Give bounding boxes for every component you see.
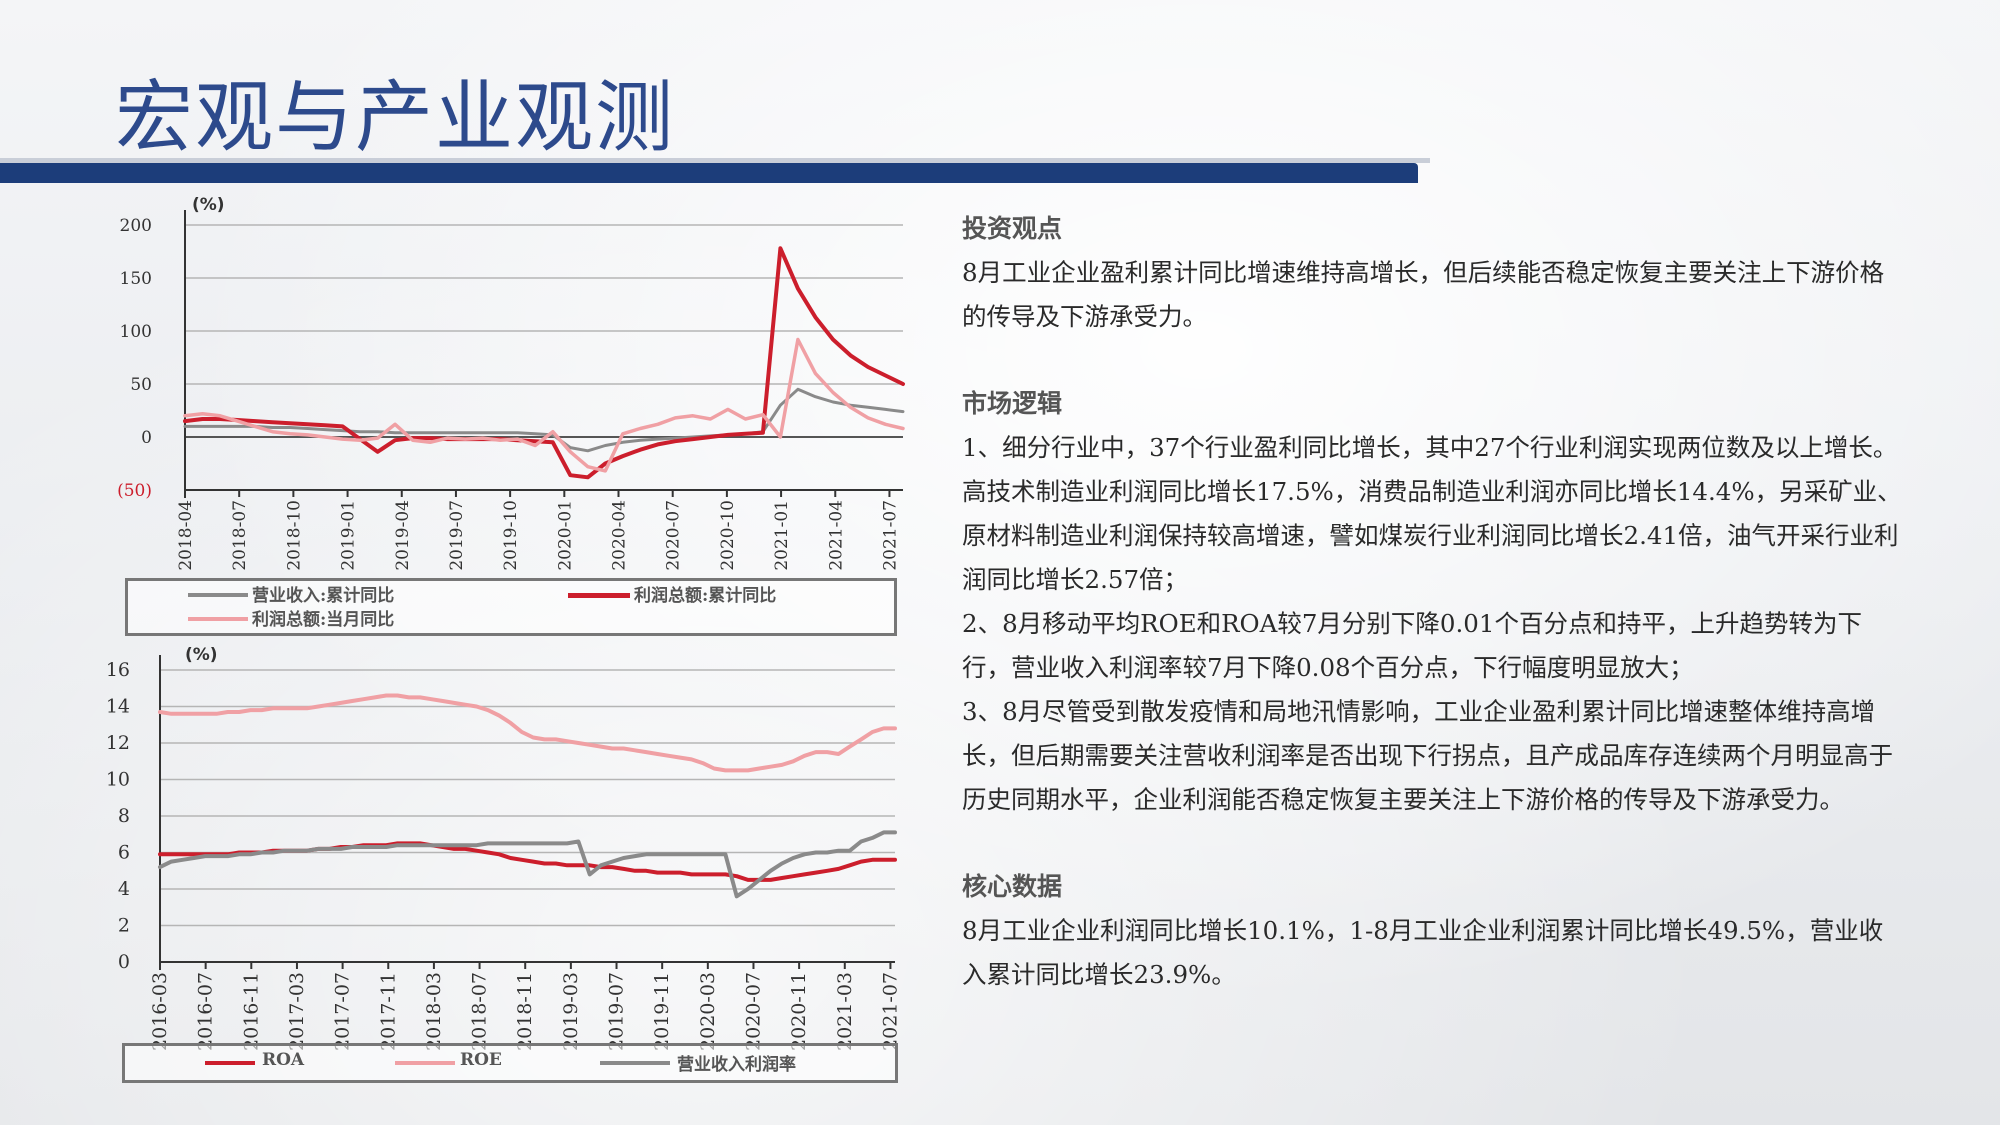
x-tick-label: 2018-11 (514, 972, 536, 1051)
x-tick-label: 2020-11 (788, 972, 810, 1051)
legend-swatch-profit-month (188, 617, 248, 621)
market-logic-point-2: 2、8月移动平均ROE和ROA较7月分别下降0.01个百分点和持平，上升趋势转为… (962, 609, 1862, 682)
legend-swatch-profit-cum (568, 593, 630, 598)
x-tick-label: 2019-04 (393, 500, 413, 571)
y-tick-label: 12 (106, 732, 130, 754)
y-tick-label: 150 (120, 269, 152, 289)
legend-label-profit-month: 利润总额:当月同比 (252, 610, 395, 630)
x-tick-label: 2017-03 (286, 972, 308, 1051)
y-tick-label: 8 (118, 805, 130, 827)
x-tick-label: 2021-07 (880, 500, 900, 571)
series-line-0-0 (183, 387, 905, 453)
x-tick-label: 2018-04 (176, 500, 196, 571)
section-heading-market-logic: 市场逻辑 (962, 389, 1063, 418)
legend-label-margin: 营业收入利润率 (677, 1055, 796, 1075)
market-logic-point-3: 3、8月尽管受到散发疫情和局地汛情影响，工业企业盈利累计同比增速整体维持高增长，… (962, 697, 1893, 814)
x-tick-label: 2021-04 (826, 500, 846, 571)
legend-swatch-roe (395, 1061, 455, 1065)
x-tick-label: 2020-03 (697, 972, 719, 1051)
x-tick-label: 2018-03 (423, 972, 445, 1051)
y-tick-label: 10 (106, 769, 130, 791)
investment-view-text: 8月工业企业盈利累计同比增速维持高增长，但后续能否稳定恢复主要关注上下游价格的传… (962, 258, 1885, 331)
legend-label-revenue: 营业收入:累计同比 (252, 586, 395, 606)
x-tick-label: 2020-01 (555, 500, 575, 571)
x-tick-label: 2016-07 (195, 972, 217, 1051)
x-tick-label: 2016-11 (240, 972, 262, 1051)
legend-label-roe: ROE (460, 1050, 502, 1070)
x-tick-label: 2018-07 (230, 500, 250, 571)
y-tick-label: 2 (118, 915, 130, 937)
x-tick-label: 2019-10 (501, 500, 521, 571)
y-tick-label: 4 (118, 878, 130, 900)
y-tick-label: 14 (106, 696, 130, 718)
y-tick-label: (50) (117, 481, 152, 501)
x-tick-label: 2021-01 (772, 500, 792, 571)
x-tick-label: 2019-11 (651, 972, 673, 1051)
legend-label-roa: ROA (262, 1050, 305, 1070)
x-tick-label: 2019-01 (339, 500, 359, 571)
x-tick-label: 2020-07 (742, 972, 764, 1051)
core-data-text: 8月工业企业利润同比增长10.1%，1-8月工业企业利润累计同比增长49.5%，… (962, 916, 1884, 989)
section-heading-investment-view: 投资观点 (962, 214, 1063, 243)
series-line-1-1 (158, 693, 897, 773)
y-tick-label: 200 (120, 216, 152, 236)
market-logic-point-1: 1、细分行业中，37个行业盈利同比增长，其中27个行业利润实现两位数及以上增长。… (962, 433, 1902, 594)
x-tick-label: 2020-04 (610, 500, 630, 571)
section-heading-core-data: 核心数据 (962, 872, 1063, 901)
y-tick-label: 50 (130, 375, 152, 395)
series-line-0-1 (183, 246, 905, 480)
x-tick-label: 2019-03 (560, 972, 582, 1051)
series-line-1-2 (158, 830, 897, 899)
y-tick-label: 0 (118, 951, 130, 973)
x-tick-label: 2019-07 (606, 972, 628, 1051)
y-tick-label: 6 (118, 842, 130, 864)
legend-swatch-margin (600, 1061, 670, 1065)
y-tick-label: 0 (141, 428, 152, 448)
x-tick-label: 2020-07 (664, 500, 684, 571)
page-title: 宏观与产业观测 (115, 73, 676, 163)
x-tick-label: 2020-10 (718, 500, 738, 571)
x-tick-label: 2021-03 (834, 972, 856, 1051)
title-underline-bar (0, 163, 1418, 183)
legend-label-profit-cum: 利润总额:累计同比 (634, 586, 777, 606)
y-tick-label: 100 (120, 322, 152, 342)
legend-swatch-revenue (188, 593, 248, 597)
chart1-legend: 营业收入:累计同比 利润总额:累计同比 利润总额:当月同比 (125, 578, 897, 636)
chart2-legend: ROA ROE 营业收入利润率 (122, 1043, 898, 1083)
x-tick-label: 2017-07 (332, 972, 354, 1051)
x-tick-label: 2016-03 (149, 972, 171, 1051)
x-tick-label: 2017-11 (377, 972, 399, 1051)
unit-label: (%) (185, 645, 218, 665)
analysis-panel: 投资观点 8月工业企业盈利累计同比增速维持高增长，但后续能否稳定恢复主要关注上下… (962, 207, 1902, 997)
x-tick-label: 2018-07 (469, 972, 491, 1051)
title-underline-thin (0, 158, 1430, 163)
x-tick-label: 2019-07 (447, 500, 467, 571)
x-tick-label: 2021-07 (879, 972, 901, 1051)
legend-swatch-roa (205, 1061, 255, 1065)
series-line-0-2 (183, 337, 905, 473)
x-tick-label: 2018-10 (284, 500, 304, 571)
unit-label: (%) (192, 195, 225, 215)
y-tick-label: 16 (106, 659, 130, 681)
